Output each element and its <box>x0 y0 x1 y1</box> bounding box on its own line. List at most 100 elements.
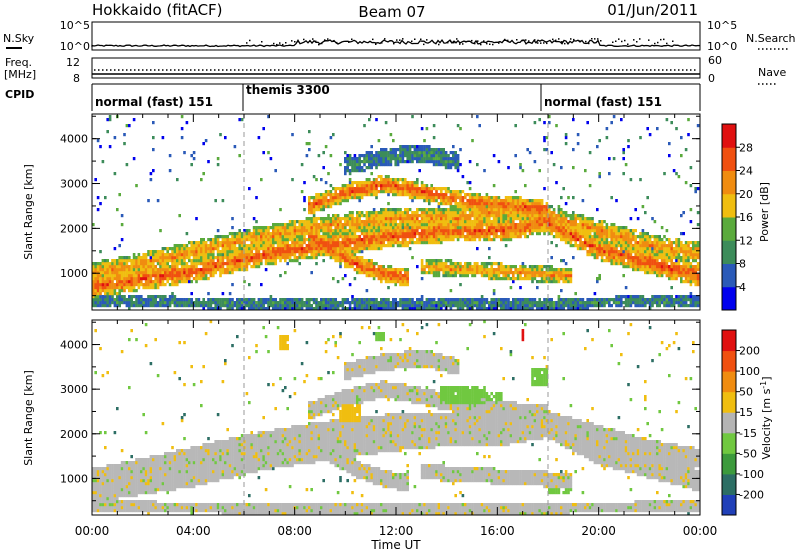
power-cell <box>497 226 501 230</box>
power-cell <box>396 241 400 245</box>
power-cell <box>384 304 388 308</box>
power-cell <box>464 223 467 227</box>
power-cell <box>442 223 445 227</box>
power-cell <box>584 229 587 233</box>
power-cell <box>574 307 577 311</box>
power-cell <box>545 202 549 206</box>
power-cell <box>363 244 366 248</box>
power-cell <box>437 157 441 161</box>
power-cell <box>329 301 333 305</box>
power-cell <box>300 232 304 236</box>
power-cell <box>504 271 508 275</box>
power-cell <box>404 187 407 191</box>
power-cell <box>531 199 534 203</box>
power-cell <box>200 238 203 242</box>
power-cell <box>257 307 261 311</box>
power-cell <box>332 253 335 257</box>
power-cell <box>312 238 316 242</box>
power-cell <box>380 190 383 194</box>
power-cell <box>423 187 426 191</box>
power-cell <box>255 307 258 311</box>
power-cell <box>524 214 527 218</box>
power-cell <box>519 166 522 170</box>
power-cell <box>317 217 321 221</box>
power-cell <box>560 268 563 272</box>
power-cell <box>490 298 493 302</box>
power-cell <box>459 163 462 167</box>
power-cell <box>111 289 114 293</box>
power-cell <box>406 229 409 233</box>
power-cell <box>608 247 611 251</box>
power-cell <box>420 235 424 239</box>
power-cell <box>540 277 544 281</box>
power-cell <box>461 235 465 239</box>
power-cell <box>128 301 131 305</box>
power-cell <box>92 223 95 227</box>
power-cell <box>360 190 364 194</box>
power-cell <box>593 301 597 305</box>
power-cell <box>552 214 556 218</box>
power-cell <box>418 190 421 194</box>
power-cell <box>346 241 349 245</box>
power-cell <box>202 265 205 269</box>
power-cell <box>524 298 527 302</box>
power-cell <box>116 265 119 269</box>
nsearch-dot <box>624 39 626 42</box>
power-cell <box>154 259 157 263</box>
power-cell <box>596 208 599 212</box>
power-cell <box>228 244 232 248</box>
power-cell <box>435 148 438 152</box>
power-cell <box>113 286 117 290</box>
power-cell <box>147 283 150 287</box>
power-cell <box>524 217 527 221</box>
power-cell <box>171 292 174 296</box>
power-cell <box>435 154 438 158</box>
power-cell <box>308 298 311 302</box>
power-cell <box>600 229 604 233</box>
power-cell <box>485 214 489 218</box>
power-cell <box>533 223 537 227</box>
power-cell <box>543 280 546 284</box>
power-cell <box>159 256 162 260</box>
power-cell <box>137 304 141 308</box>
nsearch-dot <box>261 41 263 43</box>
power-cell <box>476 217 479 221</box>
power-cell <box>293 232 297 236</box>
power-cell <box>382 241 385 245</box>
power-cell <box>528 211 532 215</box>
power-cell <box>324 307 328 311</box>
power-cell <box>380 217 383 221</box>
power-cell <box>341 277 345 281</box>
power-cell <box>531 214 534 218</box>
power-cell <box>315 232 318 236</box>
power-cell <box>387 193 390 197</box>
power-cell <box>363 220 366 224</box>
power-cell <box>207 253 210 257</box>
power-cell <box>149 280 153 284</box>
power-cell <box>377 244 381 248</box>
power-cell <box>123 283 126 287</box>
nsearch-dot <box>540 42 542 44</box>
power-cell <box>435 226 438 230</box>
power-cell <box>382 211 385 215</box>
power-cell <box>336 199 340 203</box>
power-cell <box>464 229 467 233</box>
power-cell <box>257 247 261 251</box>
power-cell <box>495 274 498 278</box>
power-cell <box>384 268 388 272</box>
power-cell <box>356 244 359 248</box>
power-cell <box>567 298 570 302</box>
nsearch-dot <box>633 39 635 41</box>
nsearch-dot <box>273 42 275 45</box>
power-cell <box>612 262 616 266</box>
power-cell <box>372 163 376 167</box>
power-cell <box>459 301 462 305</box>
power-cell <box>111 265 114 269</box>
power-cell <box>363 160 366 164</box>
power-cell <box>524 265 527 269</box>
power-cell <box>315 238 318 242</box>
power-cell <box>96 289 100 293</box>
power-cell <box>288 307 292 311</box>
power-cell <box>322 235 325 239</box>
power-cell <box>456 304 460 308</box>
